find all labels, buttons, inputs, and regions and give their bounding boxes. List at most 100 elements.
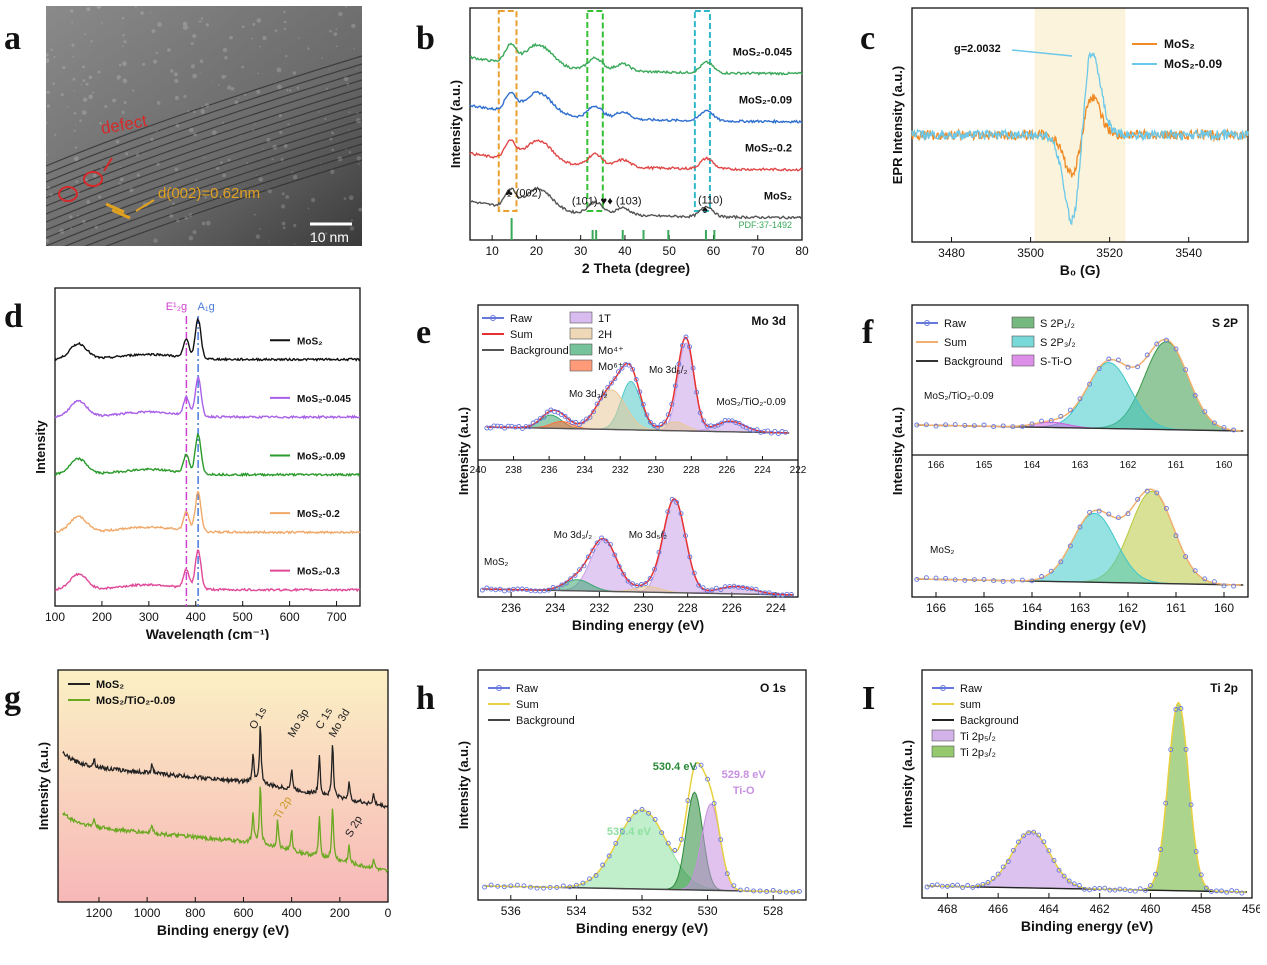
tem-grain-dot (101, 22, 103, 24)
raw-point (981, 577, 987, 582)
raw-point (567, 884, 573, 890)
legend-swatch (569, 327, 593, 340)
tem-grain-dot (278, 113, 282, 118)
raw-point (709, 587, 715, 593)
tem-grain-dot (92, 91, 94, 94)
tem-grain-dot (293, 223, 297, 228)
raw-point (1125, 364, 1131, 370)
raw-point (1214, 888, 1219, 894)
tem-grain-dot (151, 29, 156, 33)
tem-grain-dot (73, 89, 75, 92)
tem-grain-dot (169, 213, 174, 218)
x-tick-label: 228 (683, 465, 700, 476)
raw-point (749, 586, 755, 592)
panel-label-b: b (416, 20, 435, 57)
tem-grain-dot (72, 77, 76, 81)
series-line (911, 51, 1249, 226)
raw-point (950, 883, 955, 888)
raw-point (1115, 357, 1121, 363)
pdf-label: PDF:37-1492 (738, 220, 792, 230)
lattice-fringe (46, 71, 362, 183)
series-label: MoS₂-0.045 (733, 47, 792, 59)
raw-point (1026, 830, 1032, 836)
raw-point (541, 414, 547, 420)
plot-frame (57, 669, 389, 903)
raw-point (1106, 356, 1112, 362)
tem-grain-dot (227, 158, 231, 162)
raw-point (924, 884, 930, 890)
raw-point (965, 883, 971, 888)
tem-grain-dot (46, 53, 49, 57)
raw-point (1183, 554, 1189, 560)
raw-point (753, 586, 759, 592)
series-label: MoS₂-0.2 (745, 143, 792, 155)
raw-point (1067, 407, 1073, 413)
tem-grain-dot (356, 68, 358, 71)
raw-point (1076, 883, 1082, 888)
tem-grain-dot (345, 148, 347, 150)
x-axis-label: Binding energy (eV) (1021, 918, 1153, 934)
x-tick-label: 532 (632, 904, 652, 918)
tem-grain-dot (50, 48, 53, 51)
tem-grain-dot (118, 63, 122, 67)
raw-point (479, 587, 485, 593)
raw-point (633, 376, 639, 382)
tem-grain-dot (285, 54, 288, 58)
raw-point (606, 853, 612, 859)
tem-grain-dot (244, 93, 247, 96)
raw-point (780, 592, 786, 598)
tem-grain-dot (67, 105, 69, 108)
tem-grain-dot (170, 207, 172, 209)
raw-point (1203, 885, 1209, 891)
tem-grain-dot (192, 33, 197, 39)
raw-point (678, 836, 684, 842)
raw-point (914, 576, 920, 582)
tem-grain-dot (200, 109, 205, 114)
raw-point (724, 871, 730, 877)
tem-grain-dot (218, 84, 220, 87)
raw-point (555, 409, 561, 415)
tem-grain-dot (85, 82, 89, 86)
y-axis-label: Intensity (33, 420, 48, 474)
tem-image: defect d(002)=0.62nm 10 nm (46, 6, 362, 246)
panel-g: g 1200 1000 800 600 400 200 0 Binding energy (e… (0, 660, 400, 960)
x-axis-label: 2 Theta (degree) (582, 260, 690, 276)
tem-grain-dot (115, 140, 120, 144)
tem-grain-dot (59, 229, 65, 234)
tem-grain-dot (52, 82, 55, 85)
lattice-fringe (46, 95, 362, 207)
x-tick-label: 400 (282, 906, 302, 920)
tem-grain-dot (115, 99, 118, 101)
raw-point (1178, 706, 1184, 711)
legend-label: Raw (510, 313, 532, 325)
raw-point (599, 535, 605, 541)
tem-grain-dot (307, 207, 310, 210)
panel-label-c: c (860, 20, 876, 57)
tem-grain-dot (193, 132, 197, 137)
peak-annotation: (101) ♥ (572, 196, 607, 208)
raw-point (1058, 559, 1064, 565)
legend-label: 1T (598, 313, 611, 325)
x-tick-label: 238 (505, 465, 522, 476)
x-tick-label: 232 (589, 601, 609, 615)
x-tick-label: 1000 (134, 906, 161, 920)
tem-grain-dot (122, 34, 125, 37)
g-value-label: g=2.0032 (954, 43, 1001, 55)
x-tick-label: 165 (976, 460, 993, 471)
x-tick-label: 20 (530, 244, 544, 258)
raw-point (1193, 849, 1199, 855)
x-tick-label: 536 (501, 904, 521, 918)
mode-label: E¹₂g (166, 301, 187, 313)
raw-point (572, 572, 578, 578)
tem-grain-dot (332, 132, 335, 135)
raw-point (632, 809, 638, 815)
s2p-chart: 166 165 164 163 162 161 160 Binding energy (eV)… (890, 304, 1249, 633)
tem-grain-dot (262, 148, 264, 150)
raw-point (655, 424, 661, 430)
raw-point (682, 533, 688, 539)
raw-point (1117, 886, 1123, 892)
legend-marker (924, 320, 930, 326)
spacing-label: d(002)=0.62nm (158, 185, 260, 202)
raw-point (594, 540, 600, 546)
x-tick-label: 230 (647, 465, 664, 476)
